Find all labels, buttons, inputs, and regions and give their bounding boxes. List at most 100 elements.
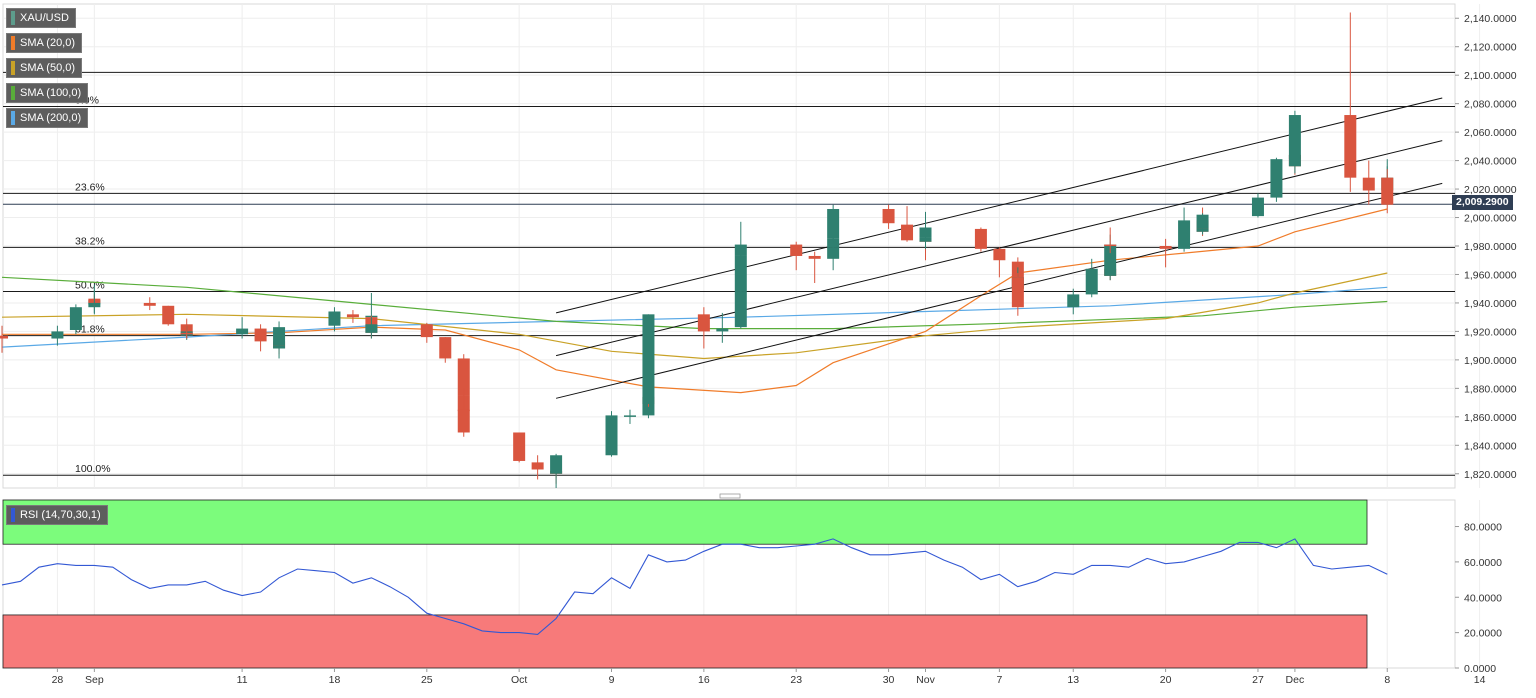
candle-body <box>1288 115 1301 167</box>
trend-channel-line <box>555 182 1443 399</box>
sma-100-swatch-icon <box>11 86 15 100</box>
symbol-legend[interactable]: XAU/USD <box>6 8 76 28</box>
candle-body <box>51 331 64 339</box>
candle-body <box>1104 244 1117 247</box>
rsi-tick-label: 20.0000 <box>1464 628 1502 640</box>
candle-down <box>697 307 710 349</box>
candle-body <box>550 455 563 474</box>
candle-body <box>1067 294 1080 308</box>
rsi-swatch-icon <box>11 508 15 522</box>
candle-down <box>882 204 895 229</box>
sma-50-label: SMA (50,0) <box>20 62 76 74</box>
sma-20-line <box>2 208 1388 394</box>
candle-up <box>236 317 249 339</box>
candle-body <box>882 208 895 224</box>
candle-up <box>1270 157 1283 202</box>
candle-down <box>143 297 156 311</box>
candle-body <box>457 358 470 396</box>
rsi-oversold-zone <box>2 614 1368 669</box>
price-tick-label: 1,840.0000 <box>1464 440 1517 452</box>
fibonacci-label: 100.0% <box>75 463 111 475</box>
sma-200-swatch-icon <box>11 111 15 125</box>
candle-up <box>827 204 840 242</box>
candle-body <box>919 227 932 238</box>
candle-up <box>1085 258 1098 298</box>
sma-50-swatch-icon <box>11 61 15 75</box>
candle-body <box>439 337 452 359</box>
candle-down <box>1011 273 1024 316</box>
candle-up <box>51 325 64 346</box>
candle-body <box>1344 115 1357 178</box>
candle-down <box>0 325 8 353</box>
candle-down <box>1381 169 1394 214</box>
candle-body <box>1251 197 1264 217</box>
price-tick-label: 2,080.0000 <box>1464 99 1517 111</box>
time-tick-label: Sep <box>85 674 104 686</box>
horizontal-lines-layer <box>3 71 1455 476</box>
candle-body <box>1085 268 1098 295</box>
candle-body <box>827 208 840 239</box>
time-tick-label: 28 <box>52 674 64 686</box>
candle-up <box>1251 193 1264 218</box>
time-tick-label: 23 <box>790 674 802 686</box>
candle-body <box>420 324 433 338</box>
sma-200-legend[interactable]: SMA (200,0) <box>6 108 89 128</box>
candle-up <box>550 453 563 488</box>
candle-up <box>605 411 618 457</box>
candle-body <box>974 228 987 249</box>
sma-100-label: SMA (100,0) <box>20 87 82 99</box>
candle-body <box>457 409 470 433</box>
candle-down <box>162 305 175 326</box>
candle-body <box>697 314 710 332</box>
candle-body <box>1178 220 1191 249</box>
candle-down <box>993 247 1006 278</box>
candle-body <box>143 302 156 306</box>
candles-layer <box>0 12 1394 488</box>
fibonacci-label: 61.8% <box>75 324 105 336</box>
price-tick-label: 1,860.0000 <box>1464 412 1517 424</box>
rsi-tick-label: 0.0000 <box>1464 663 1496 675</box>
candle-down <box>901 206 914 242</box>
candle-body <box>180 332 193 335</box>
candle-down <box>254 324 267 352</box>
candle-up <box>623 409 636 424</box>
candle-down <box>531 455 544 480</box>
price-tick-label: 1,900.0000 <box>1464 355 1517 367</box>
candle-body <box>734 255 747 292</box>
time-tick-label: 30 <box>883 674 895 686</box>
rsi-line <box>1 538 1388 635</box>
price-tick-label: 1,920.0000 <box>1464 326 1517 338</box>
candle-up <box>716 312 729 343</box>
time-tick-label: 13 <box>1067 674 1079 686</box>
fibonacci-label: 23.6% <box>75 181 105 193</box>
candle-body <box>69 307 82 330</box>
price-tick-label: 1,940.0000 <box>1464 298 1517 310</box>
candle-up <box>69 304 82 335</box>
candle-body <box>531 462 544 470</box>
sma-20-legend[interactable]: SMA (20,0) <box>6 33 83 53</box>
sma-100-legend[interactable]: SMA (100,0) <box>6 83 89 103</box>
sma-50-legend[interactable]: SMA (50,0) <box>6 58 83 78</box>
candle-down <box>439 337 452 363</box>
panel-resize-handle <box>719 493 741 499</box>
candle-up <box>1178 207 1191 252</box>
rsi-legend[interactable]: RSI (14,70,30,1) <box>6 505 108 525</box>
price-tick-label: 1,980.0000 <box>1464 241 1517 253</box>
price-tick-label: 2,120.0000 <box>1464 42 1517 54</box>
symbol-label: XAU/USD <box>20 12 69 24</box>
candle-body <box>365 324 378 333</box>
time-tick-label: 11 <box>237 674 248 686</box>
price-tick-label: 1,820.0000 <box>1464 469 1517 481</box>
candle-body <box>1196 214 1209 229</box>
candle-body <box>1362 177 1375 191</box>
sma-200-label: SMA (200,0) <box>20 112 82 124</box>
candle-up <box>1288 110 1301 174</box>
symbol-swatch-icon <box>11 11 15 25</box>
price-axis: 1,820.0000 1,840.0000 1,860.0000 1,880.0000… <box>1455 13 1517 481</box>
price-tick-label: 2,040.0000 <box>1464 156 1517 168</box>
rsi-tick-label: 60.0000 <box>1464 557 1502 569</box>
time-tick-label: 9 <box>609 674 615 686</box>
candle-body <box>716 328 729 332</box>
fibonacci-label: 38.2% <box>75 235 105 247</box>
rsi-tick-label: 40.0000 <box>1464 592 1502 604</box>
